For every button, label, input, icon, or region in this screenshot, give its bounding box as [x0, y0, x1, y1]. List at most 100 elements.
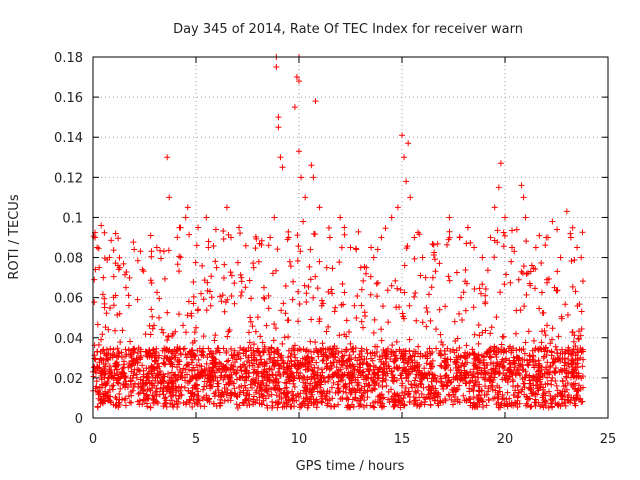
data-point	[166, 383, 173, 390]
data-point	[502, 214, 508, 221]
data-point	[476, 285, 483, 292]
data-point	[516, 346, 523, 353]
data-point	[113, 359, 120, 366]
data-point	[220, 235, 227, 242]
y-tick-label: 0.04	[54, 332, 83, 347]
data-point	[252, 233, 259, 240]
data-point	[495, 399, 502, 406]
data-point	[396, 304, 403, 311]
data-point	[454, 396, 461, 403]
data-point	[470, 394, 477, 401]
data-point	[478, 290, 485, 297]
data-point	[571, 386, 578, 393]
data-point	[528, 403, 535, 410]
data-point	[219, 389, 226, 396]
data-point	[207, 385, 214, 392]
data-point	[575, 382, 582, 389]
data-point	[486, 374, 493, 381]
data-point	[354, 357, 361, 364]
data-point	[97, 355, 104, 362]
data-point	[575, 370, 582, 377]
data-point	[249, 323, 256, 330]
data-point	[426, 345, 433, 352]
data-point	[464, 359, 471, 366]
data-point	[182, 214, 189, 221]
data-point	[397, 372, 404, 379]
data-point	[246, 339, 253, 346]
data-point	[200, 333, 207, 340]
data-point	[335, 378, 342, 385]
data-point	[233, 369, 240, 376]
data-point	[301, 282, 308, 289]
data-point	[332, 304, 339, 311]
data-point	[327, 345, 334, 352]
data-point	[508, 244, 515, 251]
data-point	[150, 396, 157, 403]
data-point	[279, 404, 286, 411]
data-point	[242, 352, 249, 359]
data-point	[510, 391, 517, 398]
data-point	[187, 397, 194, 404]
data-point	[482, 383, 489, 390]
data-point	[285, 397, 292, 404]
data-point	[153, 345, 160, 352]
data-point	[467, 239, 474, 246]
data-point	[323, 328, 330, 335]
data-point	[411, 255, 418, 262]
data-point	[394, 204, 401, 211]
data-point	[429, 357, 436, 364]
data-point	[274, 401, 281, 408]
data-point	[489, 383, 496, 390]
data-point	[307, 246, 314, 253]
data-point	[471, 285, 478, 292]
data-point	[221, 397, 228, 404]
data-point	[437, 397, 444, 404]
data-point	[98, 373, 105, 380]
data-point	[266, 372, 273, 379]
data-point	[514, 366, 521, 373]
data-point	[568, 357, 575, 364]
data-point	[122, 374, 129, 381]
data-point	[166, 374, 173, 381]
data-point	[161, 378, 168, 385]
data-point	[363, 346, 370, 353]
data-point	[147, 232, 154, 239]
data-point	[426, 361, 433, 368]
data-point	[212, 258, 219, 265]
data-point	[355, 228, 362, 235]
data-point	[449, 389, 456, 396]
data-point	[272, 267, 279, 274]
data-point	[166, 194, 173, 201]
data-point	[562, 402, 569, 409]
data-point	[260, 284, 267, 291]
data-point	[521, 350, 528, 357]
data-point	[174, 261, 181, 268]
data-point	[269, 371, 276, 378]
data-point	[216, 402, 223, 409]
data-point	[256, 390, 263, 397]
data-point	[537, 345, 544, 352]
data-point	[562, 348, 569, 355]
data-point	[421, 401, 428, 408]
data-point	[186, 231, 193, 238]
data-point	[290, 380, 297, 387]
data-point	[205, 345, 212, 352]
data-point	[120, 364, 127, 371]
data-point	[237, 271, 244, 278]
data-point	[322, 351, 329, 358]
data-point	[166, 358, 173, 365]
data-point	[117, 385, 124, 392]
data-point	[97, 367, 104, 374]
data-point	[284, 236, 291, 243]
data-point	[135, 390, 142, 397]
data-point	[241, 361, 248, 368]
data-point	[265, 305, 272, 312]
data-point	[399, 367, 406, 374]
data-point	[552, 364, 559, 371]
data-point	[434, 240, 441, 247]
data-point	[209, 364, 216, 371]
data-point	[171, 354, 178, 361]
data-point	[506, 373, 513, 380]
data-point	[347, 371, 354, 378]
data-point	[112, 402, 119, 409]
